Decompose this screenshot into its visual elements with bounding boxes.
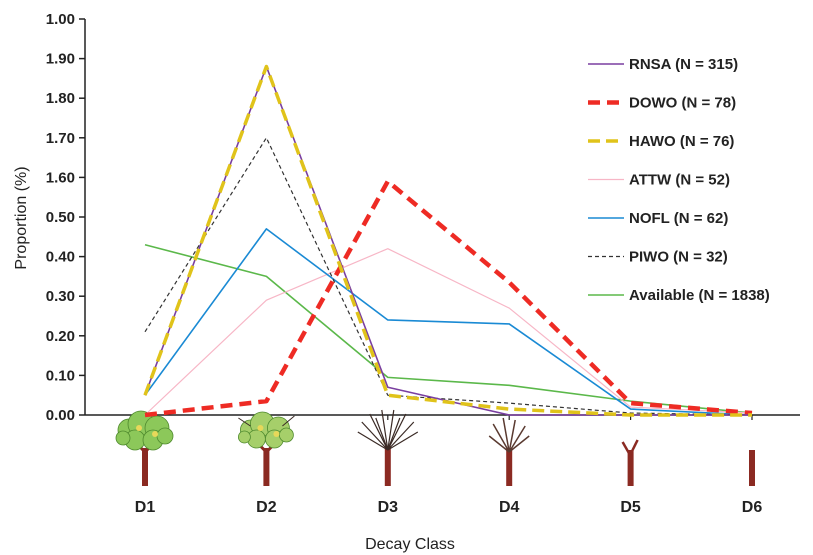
series-line-nofl (144, 228, 753, 416)
series-line-hawo (143, 64, 752, 417)
tree-illustrations (115, 409, 755, 486)
y-tick-label: 0.30 (46, 288, 75, 305)
legend-label-available: Available (N = 1838) (629, 287, 770, 304)
legend-label-dowo: DOWO (N = 78) (629, 95, 736, 112)
x-tick-labels: D1 D2 D3 D4 D5 D6 (135, 499, 763, 516)
x-tick-label: D2 (256, 499, 277, 516)
series-line-dowo (144, 179, 753, 418)
legend-label-rnsa: RNSA (N = 315) (629, 56, 738, 73)
y-axis-label: Proportion (%) (13, 166, 30, 269)
y-tick-label: 0.20 (46, 328, 75, 345)
tree-icon-d3 (357, 409, 419, 486)
series-lines (143, 64, 753, 418)
x-tick-label: D6 (742, 499, 763, 516)
y-tick-label: 1.00 (46, 11, 75, 28)
series-line-rnsa (144, 65, 752, 416)
legend-label-attw: ATTW (N = 52) (629, 172, 730, 189)
tree-icon-d2 (237, 411, 295, 486)
y-tick-label: 1.70 (46, 130, 75, 147)
y-tick-label: 1.90 (46, 51, 75, 68)
x-tick-label: D4 (499, 499, 520, 516)
y-tick-label: 0.10 (46, 367, 75, 384)
x-tick-label: D1 (135, 499, 156, 516)
tree-icon-d5 (621, 439, 639, 486)
y-tick-label: 0.40 (46, 249, 75, 266)
y-tick-label: 0.50 (46, 209, 75, 226)
tree-icon-d1 (115, 410, 174, 486)
series-line-attw (144, 248, 753, 416)
tree-icon-d4 (488, 417, 530, 486)
legend: RNSA (N = 315) DOWO (N = 78) HAWO (N = 76)… (588, 56, 770, 304)
legend-label-hawo: HAWO (N = 76) (629, 133, 734, 150)
y-tick-label: 1.60 (46, 169, 75, 186)
y-tick-label: 1.80 (46, 90, 75, 107)
legend-label-nofl: NOFL (N = 62) (629, 210, 728, 227)
x-tick-label: D5 (620, 499, 641, 516)
x-tick-label: D3 (378, 499, 399, 516)
y-tick-label: 0.00 (46, 407, 75, 424)
x-axis-label: Decay Class (365, 536, 455, 553)
y-tick-labels: 0.00 0.10 0.20 0.30 0.40 0.50 1.60 1.70 1.80 1.90… (46, 11, 75, 424)
tree-icon-d6 (749, 450, 755, 486)
legend-label-piwo: PIWO (N = 32) (629, 249, 728, 266)
